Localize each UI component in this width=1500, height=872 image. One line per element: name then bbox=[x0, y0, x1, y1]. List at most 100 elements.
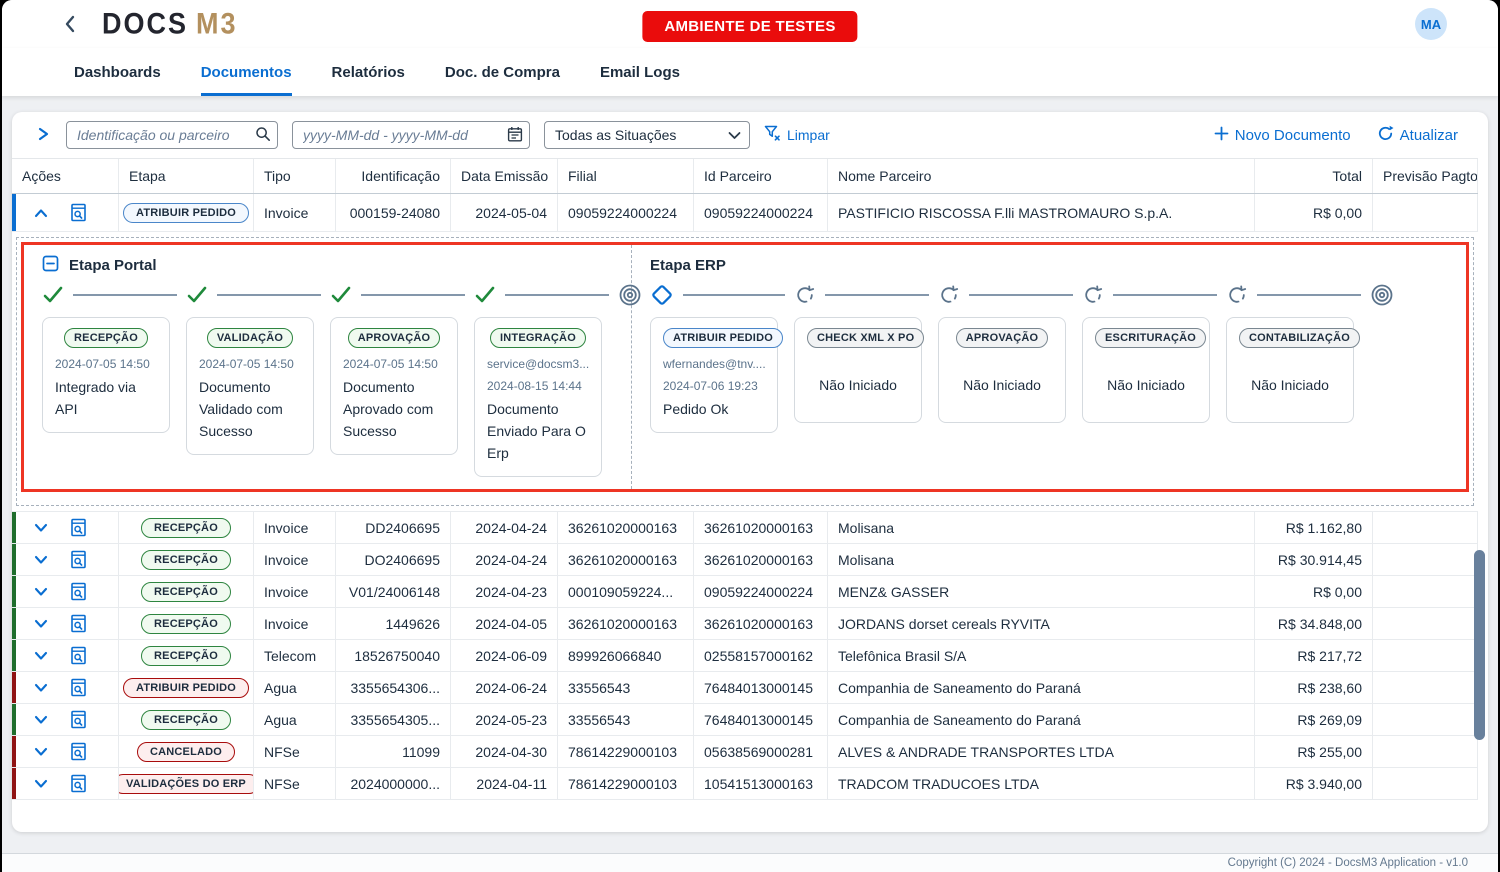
collapse-minus-icon[interactable] bbox=[42, 255, 59, 276]
status-badge: ATRIBUIR PEDIDO bbox=[123, 677, 249, 698]
step-card-line: Não Iniciado bbox=[963, 377, 1041, 393]
app-footer: Copyright (C) 2024 - DocsM3 Application … bbox=[2, 853, 1498, 872]
document-preview-icon[interactable] bbox=[70, 582, 87, 601]
row-actions-cell bbox=[12, 544, 119, 575]
step-card-line: 2024-07-05 14:50 bbox=[55, 357, 150, 371]
id-parceiro-cell: 76484013000145 bbox=[694, 672, 828, 703]
check-step-icon bbox=[42, 285, 64, 305]
identificacao-cell: 18526750040 bbox=[336, 640, 451, 671]
column-header[interactable]: Tipo bbox=[254, 159, 336, 193]
document-preview-icon[interactable] bbox=[70, 742, 87, 761]
document-preview-icon[interactable] bbox=[70, 203, 87, 222]
table-row[interactable]: RECEPÇÃO Agua 3355654305... 2024-05-23 3… bbox=[12, 704, 1478, 736]
etapa-cell: RECEPÇÃO bbox=[119, 576, 254, 607]
row-expand-chevron-icon[interactable] bbox=[34, 587, 48, 597]
etapa-cell: RECEPÇÃO bbox=[119, 608, 254, 639]
step-status-badge: VALIDAÇÃO bbox=[206, 328, 294, 348]
table-row[interactable]: RECEPÇÃO Invoice DD2406695 2024-04-24 36… bbox=[12, 512, 1478, 544]
data-emissao-cell: 2024-04-24 bbox=[451, 512, 558, 543]
erp-panel-title: Etapa ERP bbox=[650, 256, 726, 274]
row-actions-cell bbox=[12, 672, 119, 703]
filial-cell: 33556543 bbox=[558, 704, 694, 735]
calendar-icon[interactable] bbox=[507, 126, 523, 147]
table-row[interactable]: VALIDAÇÕES DO ERP NFSe 2024000000... 202… bbox=[12, 768, 1478, 800]
nav-tab-doc-de-compra[interactable]: Doc. de Compra bbox=[444, 63, 560, 81]
row-actions-cell bbox=[12, 768, 119, 799]
app-logo: DOCS M3 bbox=[102, 7, 238, 40]
document-preview-icon[interactable] bbox=[70, 710, 87, 729]
tipo-cell: Invoice bbox=[254, 512, 336, 543]
table-row[interactable]: RECEPÇÃO Invoice DO2406695 2024-04-24 36… bbox=[12, 544, 1478, 576]
search-icon[interactable] bbox=[255, 126, 271, 147]
main-nav: Dashboards Documentos Relatórios Doc. de Co… bbox=[2, 48, 1498, 96]
row-expand-chevron-icon[interactable] bbox=[34, 555, 48, 565]
column-header[interactable]: Total bbox=[1255, 159, 1373, 193]
step-card-line: 2024-07-05 14:50 bbox=[199, 357, 294, 371]
row-expand-chevron-icon[interactable] bbox=[34, 619, 48, 629]
nav-tab-dashboards[interactable]: Dashboards bbox=[74, 63, 161, 81]
back-icon[interactable] bbox=[60, 14, 80, 34]
step-status-badge: CHECK XML X PO bbox=[807, 328, 925, 348]
column-header[interactable]: Identificação bbox=[336, 159, 451, 193]
clear-filters-button[interactable]: Limpar bbox=[764, 125, 830, 145]
row-expand-chevron-icon[interactable] bbox=[34, 747, 48, 757]
table-row[interactable]: RECEPÇÃO Telecom 18526750040 2024-06-09 … bbox=[12, 640, 1478, 672]
etapa-cell: ATRIBUIR PEDIDO bbox=[119, 194, 254, 231]
previsao-pagto-cell bbox=[1373, 544, 1478, 575]
step-connector-line bbox=[361, 294, 465, 296]
etapa-cell: RECEPÇÃO bbox=[119, 512, 254, 543]
row-expand-chevron-icon[interactable] bbox=[34, 651, 48, 661]
new-document-button[interactable]: Novo Documento bbox=[1214, 126, 1351, 145]
chevron-down-icon bbox=[728, 127, 741, 143]
status-badge: VALIDAÇÕES DO ERP bbox=[119, 773, 253, 794]
column-header[interactable]: Ações bbox=[12, 159, 119, 193]
refresh-button[interactable]: Atualizar bbox=[1377, 125, 1458, 146]
nav-tab-relat-rios[interactable]: Relatórios bbox=[331, 63, 405, 81]
row-expand-chevron-icon[interactable] bbox=[34, 683, 48, 693]
row-expand-chevron-icon[interactable] bbox=[34, 523, 48, 533]
column-header[interactable]: Etapa bbox=[119, 159, 254, 193]
identificacao-cell: V01/24006148 bbox=[336, 576, 451, 607]
table-row[interactable]: RECEPÇÃO Invoice V01/24006148 2024-04-23… bbox=[12, 576, 1478, 608]
table-row[interactable]: RECEPÇÃO Invoice 1449626 2024-04-05 3626… bbox=[12, 608, 1478, 640]
environment-badge: AMBIENTE DE TESTES bbox=[642, 11, 858, 42]
vertical-scrollbar[interactable] bbox=[1474, 550, 1485, 740]
table-row[interactable]: ATRIBUIR PEDIDO Invoice 000159-24080 202… bbox=[12, 194, 1478, 232]
table-row[interactable]: ATRIBUIR PEDIDO Agua 3355654306... 2024-… bbox=[12, 672, 1478, 704]
row-expand-chevron-icon[interactable] bbox=[34, 715, 48, 725]
status-select[interactable]: Todas as Situações bbox=[544, 121, 750, 149]
filial-cell: 000109059224... bbox=[558, 576, 694, 607]
column-header[interactable]: Previsão Pagto bbox=[1373, 159, 1478, 193]
nav-tab-documentos[interactable]: Documentos bbox=[181, 48, 312, 96]
nav-tab-email-logs[interactable]: Email Logs bbox=[599, 63, 680, 81]
step-card-line: Pedido Ok bbox=[663, 401, 729, 417]
search-input[interactable] bbox=[66, 121, 278, 149]
column-header[interactable]: Filial bbox=[558, 159, 694, 193]
id-parceiro-cell: 09059224000224 bbox=[694, 576, 828, 607]
row-expand-chevron-icon[interactable] bbox=[34, 779, 48, 789]
previsao-pagto-cell bbox=[1373, 608, 1478, 639]
status-badge: CANCELADO bbox=[136, 741, 236, 762]
column-header[interactable]: Data Emissão bbox=[451, 159, 558, 193]
document-preview-icon[interactable] bbox=[70, 646, 87, 665]
table-row[interactable]: CANCELADO NFSe 11099 2024-04-30 78614229… bbox=[12, 736, 1478, 768]
row-expand-chevron-icon[interactable] bbox=[34, 208, 48, 218]
column-header[interactable]: Nome Parceiro bbox=[828, 159, 1255, 193]
filial-cell: 78614229000103 bbox=[558, 768, 694, 799]
step-card-line: Não Iniciado bbox=[1107, 377, 1185, 393]
document-preview-icon[interactable] bbox=[70, 614, 87, 633]
date-range-input[interactable] bbox=[292, 121, 530, 149]
expand-filters-icon[interactable] bbox=[36, 127, 52, 143]
document-preview-icon[interactable] bbox=[70, 518, 87, 537]
document-preview-icon[interactable] bbox=[70, 550, 87, 569]
target-icon bbox=[618, 283, 642, 307]
new-document-label: Novo Documento bbox=[1234, 126, 1351, 144]
tipo-cell: NFSe bbox=[254, 736, 336, 767]
total-cell: R$ 255,00 bbox=[1255, 736, 1373, 767]
document-preview-icon[interactable] bbox=[70, 774, 87, 793]
document-preview-icon[interactable] bbox=[70, 678, 87, 697]
avatar[interactable]: MA bbox=[1415, 8, 1447, 40]
column-header[interactable]: Id Parceiro bbox=[694, 159, 828, 193]
etapa-portal-panel: Etapa Portal RECEPÇÃO 2024-07-05 14:50 Int… bbox=[24, 245, 641, 489]
previsao-pagto-cell bbox=[1373, 768, 1478, 799]
